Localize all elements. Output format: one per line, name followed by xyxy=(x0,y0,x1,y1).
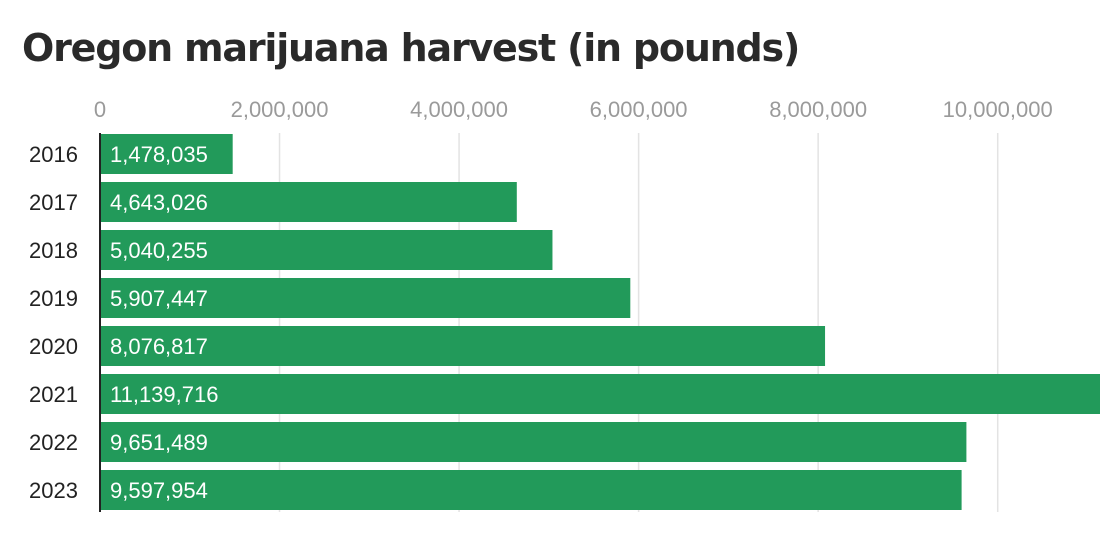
bar-value-label: 11,139,716 xyxy=(110,382,218,407)
category-label: 2018 xyxy=(29,238,78,263)
bar-value-label: 8,076,817 xyxy=(110,334,208,359)
x-axis-ticks: 0 2,000,000 4,000,000 6,000,000 8,000,000 10,… xyxy=(94,97,1053,122)
category-label: 2016 xyxy=(29,142,78,167)
chart-title: Oregon marijuana harvest (in pounds) xyxy=(22,26,800,70)
category-label: 2022 xyxy=(29,430,78,455)
x-tick-label: 4,000,000 xyxy=(410,97,508,122)
bar-value-label: 5,907,447 xyxy=(110,286,208,311)
x-tick-label: 2,000,000 xyxy=(231,97,329,122)
bar-value-label: 5,040,255 xyxy=(110,238,208,263)
bar-value-label: 4,643,026 xyxy=(110,190,208,215)
bars: 1,478,035 4,643,026 5,040,255 5,907,447 8,07… xyxy=(100,134,1100,510)
bar xyxy=(100,278,631,318)
category-labels: 2016 2017 2018 2019 2020 2021 2022 2023 xyxy=(29,142,78,503)
category-label: 2020 xyxy=(29,334,78,359)
bar xyxy=(100,182,517,222)
bar xyxy=(100,230,553,270)
category-label: 2023 xyxy=(29,478,78,503)
category-label: 2021 xyxy=(29,382,78,407)
bar-value-label: 1,478,035 xyxy=(110,142,208,167)
bar xyxy=(100,326,826,366)
bar xyxy=(100,470,962,510)
bar xyxy=(100,374,1100,414)
bar xyxy=(100,422,967,462)
bar xyxy=(100,134,233,174)
bar-value-label: 9,597,954 xyxy=(110,478,208,503)
x-tick-label: 0 xyxy=(94,97,106,122)
category-label: 2017 xyxy=(29,190,78,215)
category-label: 2019 xyxy=(29,286,78,311)
x-tick-label: 10,000,000 xyxy=(943,97,1053,122)
x-tick-label: 6,000,000 xyxy=(590,97,688,122)
x-tick-label: 8,000,000 xyxy=(769,97,867,122)
bar-value-label: 9,651,489 xyxy=(110,430,208,455)
